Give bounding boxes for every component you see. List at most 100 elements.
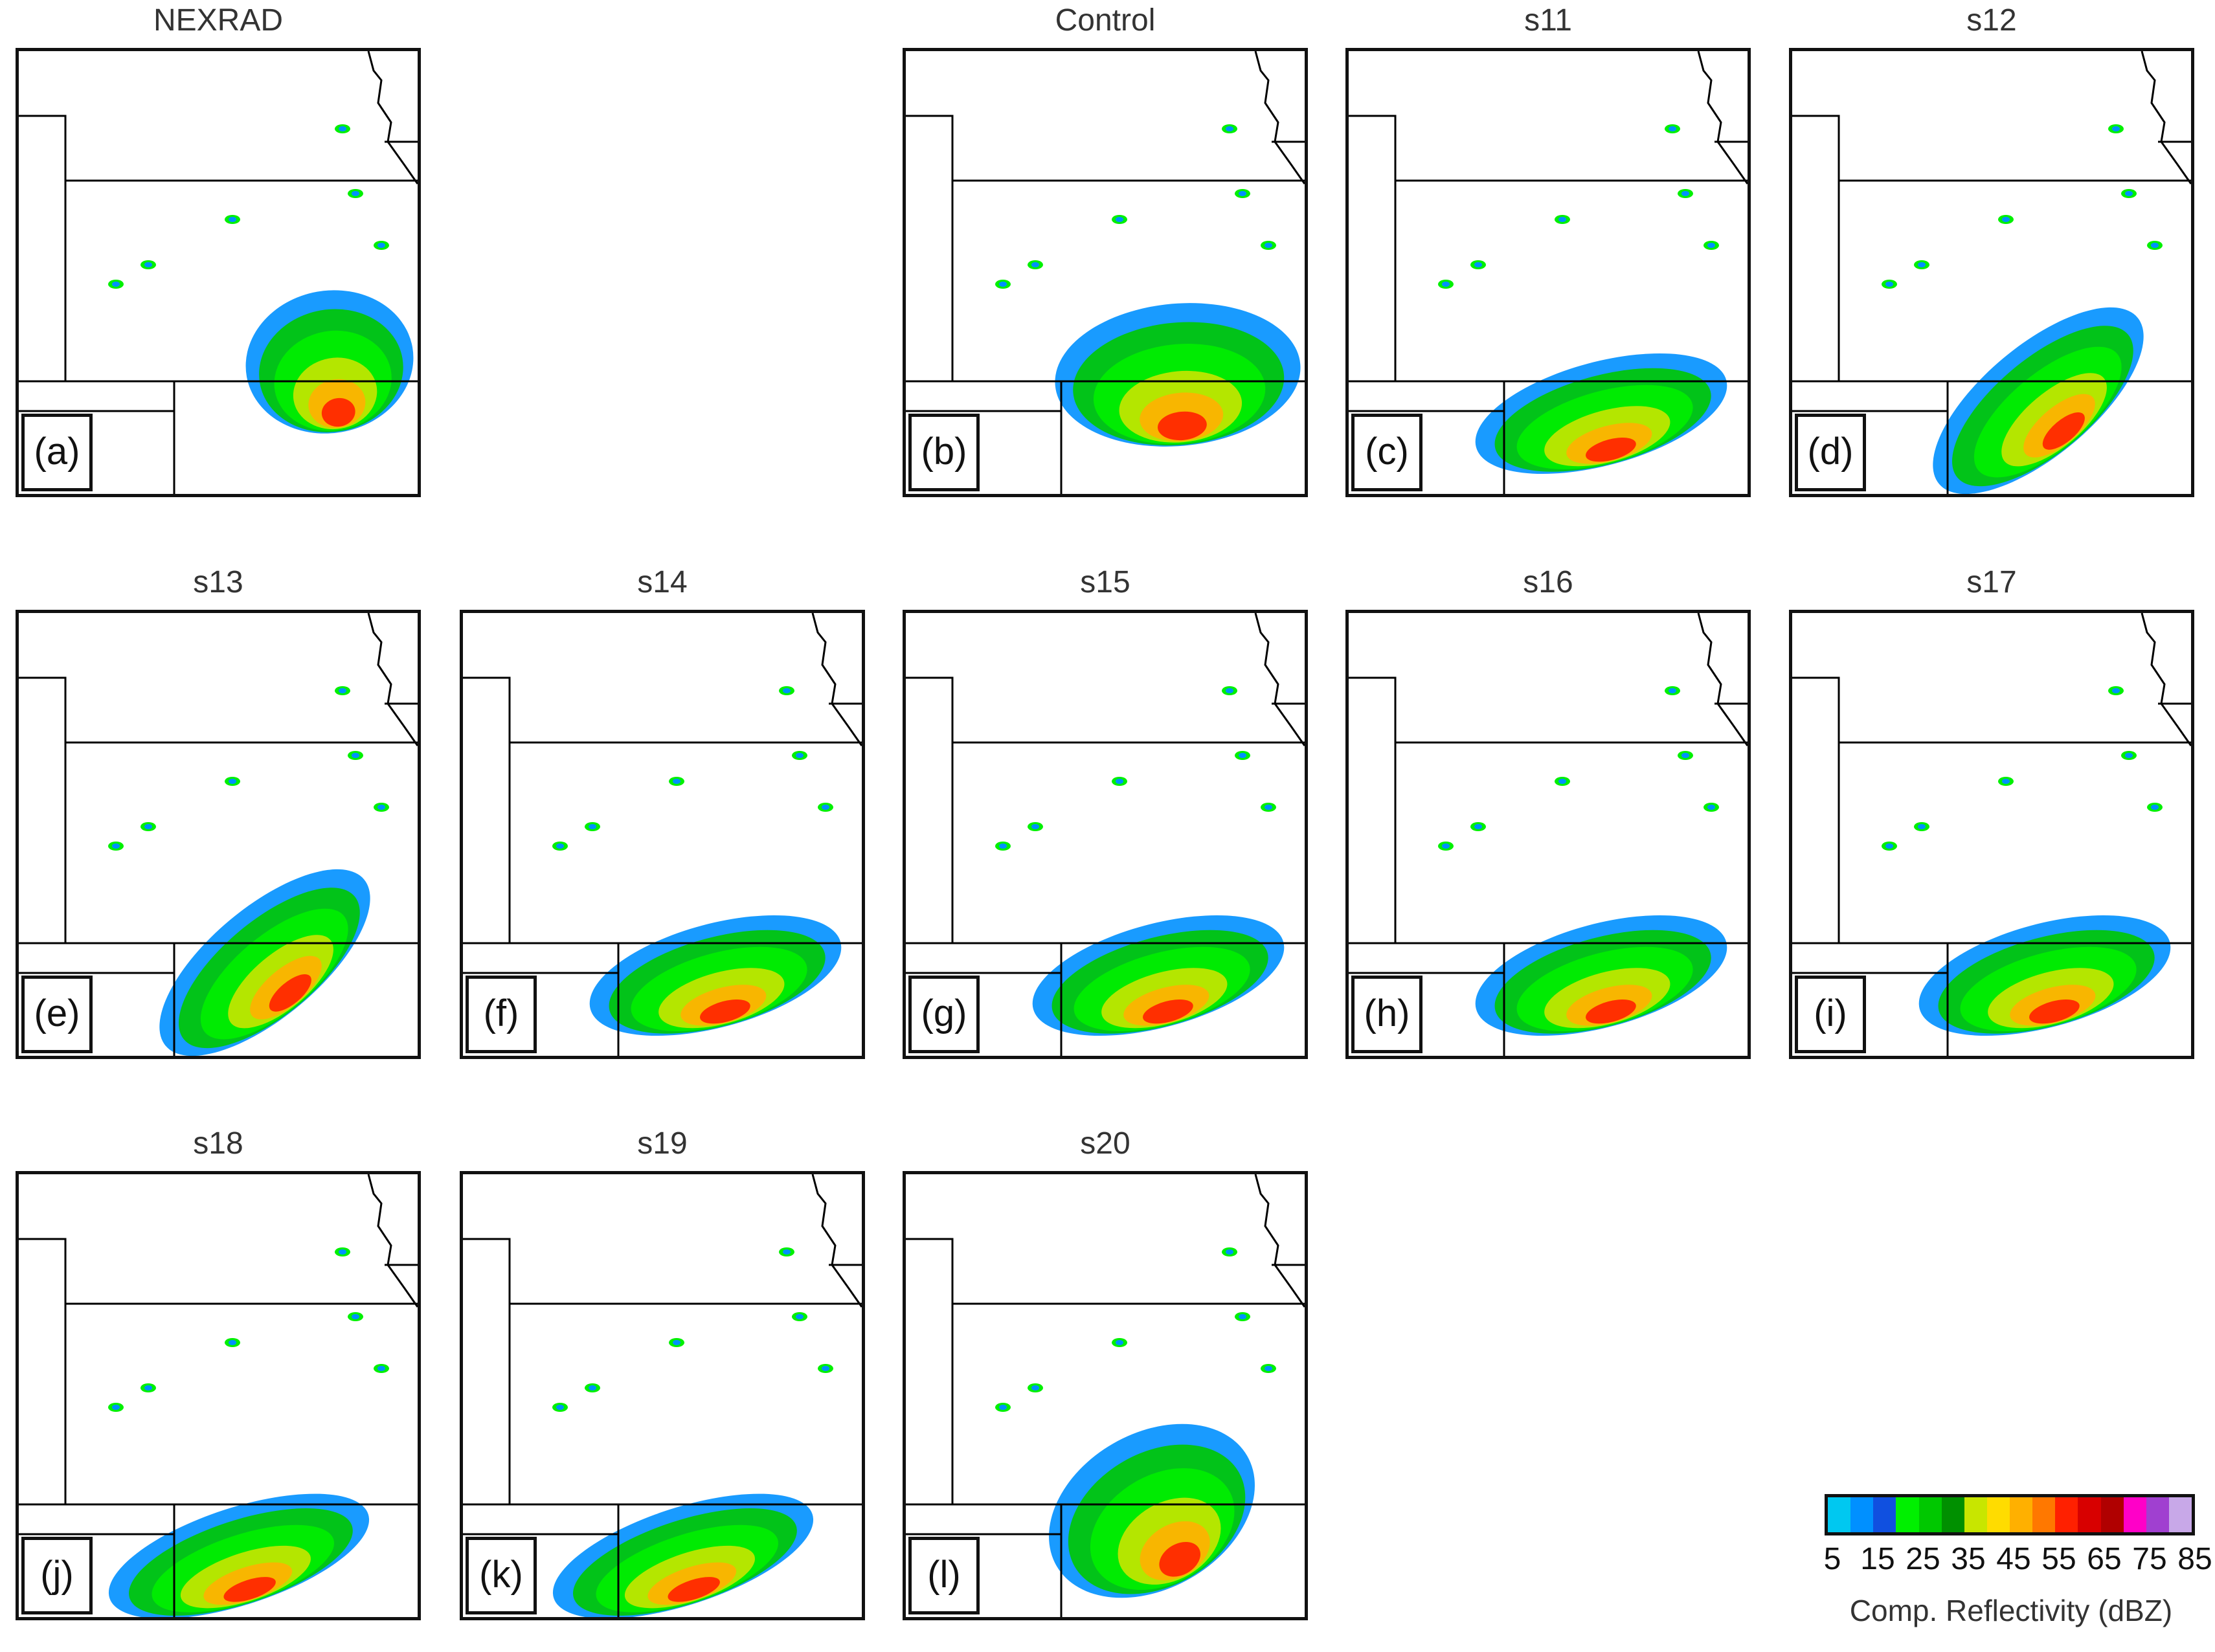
map-frame: (i) xyxy=(1789,610,2194,1059)
panel-title: s19 xyxy=(637,1126,688,1161)
map-frame: (c) xyxy=(1345,48,1751,497)
map-svg xyxy=(19,1174,418,1617)
panel-title: s12 xyxy=(1966,3,2017,38)
panel-label: (i) xyxy=(1795,976,1866,1053)
reflectivity-echo xyxy=(1438,124,1727,474)
map-svg xyxy=(1349,613,1748,1056)
reflectivity-echo xyxy=(995,686,1285,1036)
panel-title: s18 xyxy=(193,1126,243,1161)
map-svg xyxy=(463,613,862,1056)
map-panel: s17 (i) xyxy=(1789,563,2194,1059)
colorbar-swatch xyxy=(1850,1497,1874,1532)
state-boundaries xyxy=(19,51,418,494)
panel-title: s13 xyxy=(193,565,243,599)
map-panel: s18 (j) xyxy=(16,1124,421,1620)
colorbar-swatch xyxy=(2010,1497,2033,1532)
state-boundaries xyxy=(906,51,1305,494)
map-svg xyxy=(1349,51,1748,494)
map-frame: (e) xyxy=(16,610,421,1059)
map-frame: (b) xyxy=(903,48,1308,497)
colorbar-swatch xyxy=(1896,1497,1919,1532)
map-frame: (j) xyxy=(16,1171,421,1620)
state-boundaries xyxy=(19,613,418,1056)
colorbar-tick-label: 5 xyxy=(1823,1542,1841,1576)
reflectivity-echo xyxy=(108,686,389,1056)
colorbar-tick-label: 35 xyxy=(1951,1542,1986,1576)
map-svg xyxy=(906,613,1305,1056)
panel-title: s14 xyxy=(637,565,688,599)
map-panel: s15 (g) xyxy=(903,563,1308,1059)
colorbar-scale xyxy=(1825,1494,2195,1535)
state-boundaries xyxy=(463,613,862,1056)
colorbar-swatch xyxy=(2146,1497,2169,1532)
state-boundaries xyxy=(1349,51,1748,494)
map-svg xyxy=(463,1174,862,1617)
colorbar-tick-label: 15 xyxy=(1860,1542,1895,1576)
colorbar: 5 15 25 35 45 55 65 75 85 Comp. Reflectivity (dB… xyxy=(1817,1494,2212,1643)
panel-label: (c) xyxy=(1351,414,1422,491)
map-frame: (d) xyxy=(1789,48,2194,497)
map-svg xyxy=(906,51,1305,494)
panel-label: (f) xyxy=(466,976,537,1053)
panel-label: (g) xyxy=(908,976,980,1053)
map-frame: (f) xyxy=(460,610,865,1059)
map-frame: (a) xyxy=(16,48,421,497)
map-svg xyxy=(19,51,418,494)
map-svg xyxy=(1792,613,2191,1056)
map-frame: (g) xyxy=(903,610,1308,1059)
state-boundaries xyxy=(1792,51,2191,494)
colorbar-swatch xyxy=(1941,1497,1964,1532)
map-svg xyxy=(19,613,418,1056)
colorbar-swatch xyxy=(1873,1497,1896,1532)
state-boundaries xyxy=(1349,613,1748,1056)
map-svg xyxy=(1792,51,2191,494)
reflectivity-echo xyxy=(108,124,414,434)
panel-label: (k) xyxy=(466,1537,537,1614)
map-panel: NEXRAD (a) xyxy=(16,1,421,497)
state-boundaries xyxy=(463,1174,862,1617)
colorbar-swatch xyxy=(2078,1497,2101,1532)
state-boundaries xyxy=(19,1174,418,1617)
reflectivity-echo xyxy=(1882,124,2163,494)
colorbar-tick-label: 25 xyxy=(1906,1542,1940,1576)
colorbar-tick-label: 65 xyxy=(2087,1542,2122,1576)
state-boundaries xyxy=(906,1174,1305,1617)
panel-title: s15 xyxy=(1080,565,1130,599)
panel-label: (j) xyxy=(21,1537,93,1614)
panel-label: (e) xyxy=(21,976,93,1053)
map-panel: s19 (k) xyxy=(460,1124,865,1620)
map-panel: s20 (l) xyxy=(903,1124,1308,1620)
reflectivity-echo xyxy=(1882,686,2171,1036)
reflectivity-echo xyxy=(1438,686,1727,1036)
map-panel: s13 (e) xyxy=(16,563,421,1059)
colorbar-swatch xyxy=(1986,1497,2010,1532)
map-frame: (k) xyxy=(460,1171,865,1620)
colorbar-ticks: 5 15 25 35 45 55 65 75 85 xyxy=(1817,1539,2212,1579)
panel-label: (l) xyxy=(908,1537,980,1614)
map-panel: s16 (h) xyxy=(1345,563,1751,1059)
panel-title: s11 xyxy=(1524,3,1572,38)
colorbar-tick-label: 45 xyxy=(1996,1542,2031,1576)
map-panel: Control (b) xyxy=(903,1,1308,497)
panel-label: (d) xyxy=(1795,414,1866,491)
map-frame: (l) xyxy=(903,1171,1308,1620)
panel-label: (b) xyxy=(908,414,980,491)
colorbar-swatch xyxy=(1828,1497,1851,1532)
colorbar-tick-label: 75 xyxy=(2132,1542,2167,1576)
panel-title: s17 xyxy=(1966,565,2017,599)
panel-label: (a) xyxy=(21,414,93,491)
colorbar-label: Comp. Reflectivity (dBZ) xyxy=(1849,1594,2173,1627)
panel-title: NEXRAD xyxy=(153,3,284,38)
map-panel: s12 (d) xyxy=(1789,1,2194,497)
colorbar-swatch xyxy=(2123,1497,2146,1532)
colorbar-swatch xyxy=(2055,1497,2078,1532)
map-panel: s11 (c) xyxy=(1345,1,1751,497)
panel-title: s20 xyxy=(1080,1126,1130,1161)
reflectivity-echo xyxy=(995,124,1301,447)
colorbar-swatch xyxy=(1964,1497,1987,1532)
colorbar-tick-label: 85 xyxy=(2177,1542,2212,1576)
map-frame: (h) xyxy=(1345,610,1751,1059)
panel-label: (h) xyxy=(1351,976,1422,1053)
colorbar-swatch xyxy=(2032,1497,2056,1532)
reflectivity-echo xyxy=(552,686,842,1036)
